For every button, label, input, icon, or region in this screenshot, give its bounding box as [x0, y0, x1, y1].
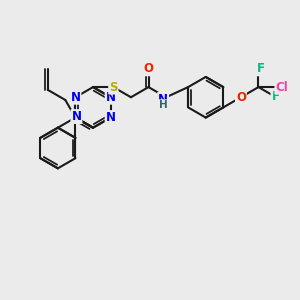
- Text: O: O: [143, 62, 154, 75]
- Text: N: N: [106, 91, 116, 104]
- Text: F: F: [256, 62, 265, 75]
- Text: F: F: [272, 90, 279, 103]
- Text: N: N: [158, 93, 168, 106]
- Text: N: N: [70, 91, 80, 104]
- Text: S: S: [109, 81, 118, 94]
- Text: Cl: Cl: [275, 81, 288, 94]
- Text: N: N: [71, 110, 81, 123]
- Text: N: N: [106, 111, 116, 124]
- Text: O: O: [236, 91, 246, 104]
- Text: H: H: [159, 100, 167, 110]
